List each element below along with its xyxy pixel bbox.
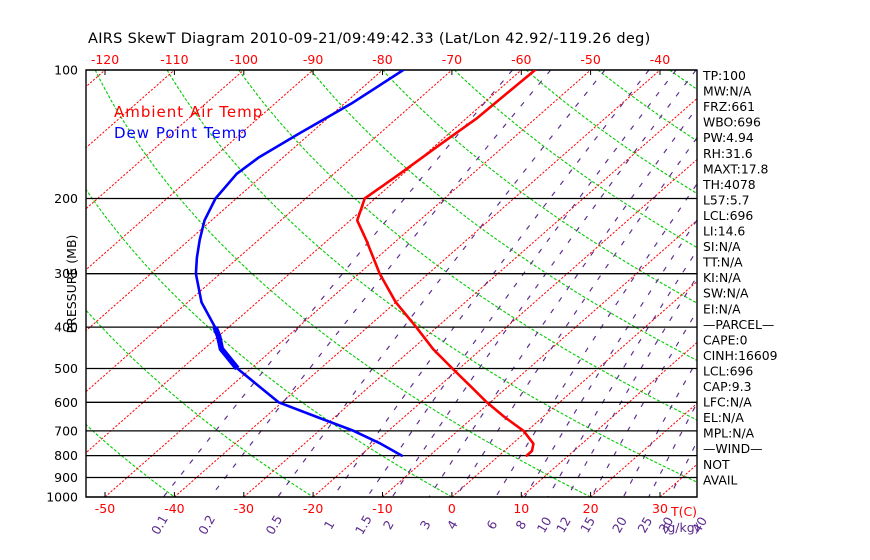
top-temp-tick--50: -50 <box>580 52 600 67</box>
top-temp-tick--80: -80 <box>372 52 392 67</box>
bottom-temp-tick-20: 20 <box>583 501 599 516</box>
stat-line-4: PW:4.94 <box>703 130 754 145</box>
top-temp-tick--70: -70 <box>442 52 462 67</box>
sounding-curves <box>194 70 537 457</box>
ambient-air-temp-curve <box>355 70 537 457</box>
mixing-ratio-tick-25: 25 <box>634 514 655 535</box>
stat-line-6: MAXT:17.8 <box>703 161 769 176</box>
legend: Ambient Air Temp Dew Point Temp <box>114 103 263 142</box>
mixing-ratio-tick-0.1: 0.1 <box>148 512 171 537</box>
y-axis-title: PRESSURE (MB) <box>64 235 79 334</box>
stat-line-24: —WIND— <box>703 441 763 456</box>
stat-line-9: LCL:696 <box>703 208 753 223</box>
stat-line-8: L57:5.7 <box>703 192 750 207</box>
pressure-tick-500: 500 <box>54 361 78 376</box>
top-temp-tick--90: -90 <box>303 52 323 67</box>
mixing-ratio-unit-label: (g/kg) <box>662 520 699 535</box>
legend-item-dew-point-temp: Dew Point Temp <box>114 124 248 142</box>
mixing-ratio-tick-6: 6 <box>483 518 500 532</box>
top-temp-tick--100: -100 <box>230 52 258 67</box>
pressure-tick-200: 200 <box>54 191 78 206</box>
stat-line-13: KI:N/A <box>703 270 741 285</box>
stat-line-20: CAP:9.3 <box>703 379 751 394</box>
stat-line-3: WBO:696 <box>703 115 761 130</box>
mixing-ratio-tick-1: 1 <box>321 518 338 532</box>
legend-item-ambient-air-temp: Ambient Air Temp <box>114 103 263 121</box>
pressure-tick-300: 300 <box>54 266 78 281</box>
plot-frame <box>85 69 698 498</box>
mixing-ratio-tick-3: 3 <box>417 518 434 532</box>
stat-line-17: CAPE:0 <box>703 332 748 347</box>
stat-line-14: SW:N/A <box>703 286 749 301</box>
mixing-ratio-tick-12: 12 <box>553 514 574 535</box>
stat-line-22: EL:N/A <box>703 410 744 425</box>
bottom-temp-tick--40: -40 <box>164 501 184 516</box>
mixing-ratio-tick-2: 2 <box>380 518 397 532</box>
bottom-temperature-ticks: -50 -40 -30 -20 -10 0 10 20 30 <box>95 492 668 516</box>
mixing-ratio-tick-1.5: 1.5 <box>352 512 375 537</box>
page-title: AIRS SkewT Diagram 2010-09-21/09:49:42.3… <box>88 31 651 47</box>
stat-line-15: EI:N/A <box>703 301 741 316</box>
bottom-temp-tick--30: -30 <box>234 501 254 516</box>
dry-adiabat-lines <box>86 70 697 497</box>
temperature-unit-label: T(C) <box>670 504 697 519</box>
stat-line-2: FRZ:661 <box>703 99 755 114</box>
stat-line-19: LCL:696 <box>703 363 753 378</box>
stat-line-16: —PARCEL— <box>703 317 774 332</box>
pressure-axis-ticks: 100 200 300 400 500 600 700 800 900 1000 <box>46 63 78 505</box>
stat-line-12: TT:N/A <box>702 255 743 270</box>
top-temperature-ticks: -120 -110 -100 -90 -80 -70 -60 -50 -40 <box>91 52 670 75</box>
stat-line-18: CINH:16609 <box>703 348 778 363</box>
bottom-temp-tick--10: -10 <box>372 501 392 516</box>
bottom-temp-tick-10: 10 <box>513 501 529 516</box>
bottom-temp-tick--20: -20 <box>303 501 323 516</box>
top-temp-tick--40: -40 <box>650 52 670 67</box>
top-temp-tick--60: -60 <box>511 52 531 67</box>
pressure-tick-100: 100 <box>54 63 78 78</box>
stat-line-10: LI:14.6 <box>703 224 745 239</box>
top-temp-tick--120: -120 <box>91 52 119 67</box>
stat-line-25: NOT <box>703 457 730 472</box>
mixing-ratio-tick-40: 40 <box>689 514 710 535</box>
stat-line-23: MPL:N/A <box>703 426 755 441</box>
mixing-ratio-tick-10: 10 <box>534 514 555 535</box>
mixing-ratio-tick-0.5: 0.5 <box>262 512 285 537</box>
stat-line-5: RH:31.6 <box>703 146 753 161</box>
mixing-ratio-tick-0.2: 0.2 <box>195 512 218 537</box>
mixing-ratio-tick-15: 15 <box>577 514 598 535</box>
stats-panel: TP:100MW:N/AFRZ:661WBO:696PW:4.94RH:31.6… <box>702 68 778 487</box>
pressure-tick-600: 600 <box>54 395 78 410</box>
dew-point-temp-curve <box>194 70 405 457</box>
mixing-ratio-tick-8: 8 <box>512 518 529 532</box>
bottom-temp-tick--50: -50 <box>95 501 115 516</box>
mixing-ratio-lines <box>162 70 697 497</box>
mixing-ratio-tick-4: 4 <box>444 518 461 532</box>
bottom-temp-tick-0: 0 <box>448 501 456 516</box>
stat-line-26: AVAIL <box>703 472 737 487</box>
mixing-ratio-tick-20: 20 <box>609 514 630 535</box>
pressure-tick-900: 900 <box>54 470 78 485</box>
mixing-ratio-tick-30: 30 <box>655 514 676 535</box>
pressure-tick-700: 700 <box>54 423 78 438</box>
stat-line-0: TP:100 <box>702 68 746 83</box>
dew-point-saturated-layer <box>212 326 240 371</box>
pressure-tick-800: 800 <box>54 448 78 463</box>
stat-line-21: LFC:N/A <box>703 395 752 410</box>
pressure-tick-400: 400 <box>54 320 78 335</box>
bottom-temp-tick-30: 30 <box>652 501 668 516</box>
stat-line-1: MW:N/A <box>703 84 752 99</box>
stat-line-11: SI:N/A <box>703 239 741 254</box>
top-temp-tick--110: -110 <box>160 52 188 67</box>
pressure-tick-1000: 1000 <box>46 490 78 505</box>
stat-line-7: TH:4078 <box>702 177 756 192</box>
